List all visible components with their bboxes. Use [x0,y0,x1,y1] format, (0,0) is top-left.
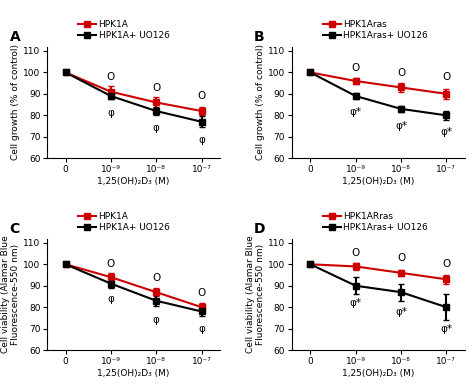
Text: φ: φ [108,108,114,118]
Text: O: O [198,287,206,298]
Text: O: O [352,248,360,258]
Text: O: O [198,91,206,102]
Text: φ*: φ* [395,307,407,317]
X-axis label: 1,25(OH)₂D₃ (M): 1,25(OH)₂D₃ (M) [97,177,170,186]
Y-axis label: Cell growth (% of control): Cell growth (% of control) [256,44,265,160]
Legend: HPK1ARras, HPK1Aras+ UO126: HPK1ARras, HPK1Aras+ UO126 [322,212,428,232]
Text: φ*: φ* [350,107,362,117]
Y-axis label: Cell viability (Alamar Blue
Fluorescence-550 nm): Cell viability (Alamar Blue Fluorescence… [1,235,20,353]
Text: O: O [107,72,115,82]
Text: C: C [9,223,20,237]
Text: B: B [254,30,265,44]
Text: O: O [107,259,115,268]
Text: φ: φ [198,324,205,335]
Legend: HPK1Aras, HPK1Aras+ UO126: HPK1Aras, HPK1Aras+ UO126 [322,20,428,40]
X-axis label: 1,25(OH)₂D₃ (M): 1,25(OH)₂D₃ (M) [97,369,170,378]
Text: O: O [397,68,405,78]
Text: φ: φ [108,294,114,304]
Text: O: O [397,253,405,263]
Y-axis label: Cell viability (Alamar Blue
Fluorescence-550 nm): Cell viability (Alamar Blue Fluorescence… [246,235,265,353]
Text: φ*: φ* [395,121,407,131]
Text: O: O [152,273,160,282]
Text: O: O [442,72,450,82]
Legend: HPK1A, HPK1A+ UO126: HPK1A, HPK1A+ UO126 [78,212,169,232]
Y-axis label: Cell growth (% of control): Cell growth (% of control) [11,44,20,160]
X-axis label: 1,25(OH)₂D₃ (M): 1,25(OH)₂D₃ (M) [342,177,415,186]
Text: O: O [352,63,360,74]
Text: φ*: φ* [440,324,452,335]
Text: D: D [254,223,266,237]
Text: φ*: φ* [350,298,362,308]
X-axis label: 1,25(OH)₂D₃ (M): 1,25(OH)₂D₃ (M) [342,369,415,378]
Text: φ: φ [153,123,160,133]
Text: φ*: φ* [440,127,452,137]
Text: O: O [442,259,450,268]
Legend: HPK1A, HPK1A+ UO126: HPK1A, HPK1A+ UO126 [78,20,169,40]
Text: A: A [9,30,20,44]
Text: φ: φ [198,135,205,145]
Text: O: O [152,83,160,93]
Text: φ: φ [153,315,160,325]
